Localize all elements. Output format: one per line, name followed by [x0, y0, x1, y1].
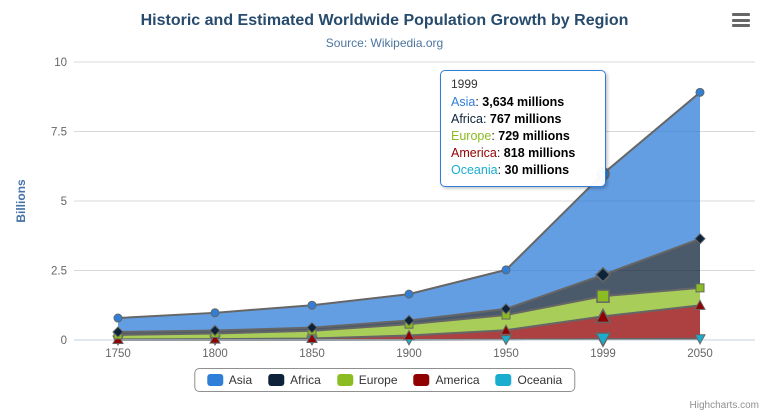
area-america: [118, 305, 700, 340]
tooltip-series-name: Oceania: [451, 163, 498, 177]
marker-asia-1950[interactable]: [501, 265, 511, 275]
marker-oceania-1999[interactable]: [594, 332, 612, 348]
x-axis-label-1900: 1900: [396, 348, 422, 360]
marker-america-1850[interactable]: [306, 332, 318, 343]
legend-item-europe[interactable]: Europe: [336, 373, 398, 387]
legend: Asia Africa Europe America Oceania: [193, 368, 576, 392]
marker-america-1999[interactable]: [594, 307, 612, 324]
x-axis-label-1800: 1800: [202, 348, 228, 360]
y-axis-label-0: 0: [61, 335, 67, 347]
marker-america-1800[interactable]: [209, 333, 221, 344]
highcharts-credits-link[interactable]: Highcharts.com: [689, 400, 759, 411]
tooltip-row-asia: Asia: 3,634 millions: [451, 95, 565, 109]
chart-subtitle: Source: Wikipedia.org: [325, 36, 444, 50]
marker-oceania-2050[interactable]: [694, 334, 706, 345]
marker-africa-1850[interactable]: [306, 321, 318, 334]
marker-africa-1999[interactable]: [594, 266, 612, 283]
tooltip-row-america: America: 818 millions: [451, 146, 576, 160]
marker-africa-1800[interactable]: [209, 324, 221, 337]
marker-america-2050[interactable]: [694, 299, 706, 310]
tooltip-series-name: Asia: [451, 95, 476, 109]
tooltip-header: 1999: [451, 77, 478, 91]
tooltip: 1999 Asia: 3,634 millions Africa: 767 mil…: [440, 70, 606, 187]
legend-item-asia[interactable]: Asia: [206, 373, 253, 387]
chart-title: Historic and Estimated Worldwide Populat…: [140, 12, 629, 29]
y-axis-label-2.5: 2.5: [51, 266, 67, 278]
legend-label: Asia: [228, 373, 253, 387]
x-axis-label-1999: 1999: [590, 348, 616, 360]
hamburger-icon: [732, 13, 750, 16]
marker-asia-1750[interactable]: [113, 313, 123, 323]
legend-symbol-oceania: [495, 374, 512, 386]
tooltip-series-name: America: [451, 146, 497, 160]
x-axis-label-2050: 2050: [687, 348, 713, 360]
legend-item-oceania[interactable]: Oceania: [495, 373, 563, 387]
area-asia: [118, 92, 700, 332]
y-axis-title: Billions: [14, 179, 28, 223]
marker-america-1900[interactable]: [403, 329, 415, 340]
tooltip-rows: Asia: 3,634 millions Africa: 767 millions…: [451, 94, 595, 179]
legend-symbol-africa: [268, 374, 285, 386]
x-axis-label-1850: 1850: [299, 348, 325, 360]
y-axis-label-10: 10: [54, 57, 67, 69]
legend-symbol-asia: [206, 374, 223, 386]
legend-symbol-america: [413, 374, 430, 386]
legend-label: Europe: [358, 373, 398, 387]
area-africa: [118, 238, 700, 335]
tooltip-row-europe: Europe: 729 millions: [451, 129, 570, 143]
hamburger-icon: [732, 18, 750, 22]
legend-label: Oceania: [517, 373, 563, 387]
marker-asia-2050[interactable]: [695, 87, 705, 97]
chart-context-menu-button[interactable]: [732, 13, 750, 27]
marker-africa-1750[interactable]: [112, 326, 124, 338]
tooltip-row-oceania: Oceania: 30 millions: [451, 163, 570, 177]
tooltip-series-name: Europe: [451, 129, 492, 143]
marker-asia-1850[interactable]: [307, 300, 317, 310]
marker-africa-1900[interactable]: [403, 314, 415, 327]
legend-label: Africa: [290, 373, 321, 387]
legend-label: America: [435, 373, 480, 387]
marker-europe-2050[interactable]: [695, 283, 705, 293]
legend-item-africa[interactable]: Africa: [268, 373, 321, 387]
hamburger-icon: [732, 24, 750, 27]
marker-asia-1800[interactable]: [210, 308, 220, 318]
y-axis-label-7.5: 7.5: [51, 127, 67, 139]
tooltip-series-name: Africa: [451, 112, 483, 126]
marker-oceania-1950[interactable]: [500, 335, 512, 346]
marker-africa-2050[interactable]: [694, 233, 706, 245]
legend-symbol-europe: [336, 374, 353, 386]
marker-asia-1900[interactable]: [404, 289, 414, 299]
marker-africa-1950[interactable]: [500, 303, 512, 315]
tooltip-series-value: 3,634 millions: [482, 95, 565, 109]
tooltip-series-value: 767 millions: [489, 112, 562, 126]
tooltip-series-value: 30 millions: [504, 163, 570, 177]
tooltip-series-value: 729 millions: [498, 129, 570, 143]
legend-item-america[interactable]: America: [413, 373, 480, 387]
marker-america-1950[interactable]: [500, 324, 512, 335]
x-axis-label-1750: 1750: [105, 348, 131, 360]
marker-europe-1999[interactable]: [596, 289, 610, 303]
tooltip-series-value: 818 millions: [503, 146, 576, 160]
y-axis-label-5: 5: [61, 196, 67, 208]
tooltip-row-africa: Africa: 767 millions: [451, 112, 562, 126]
x-axis-label-1950: 1950: [493, 348, 519, 360]
